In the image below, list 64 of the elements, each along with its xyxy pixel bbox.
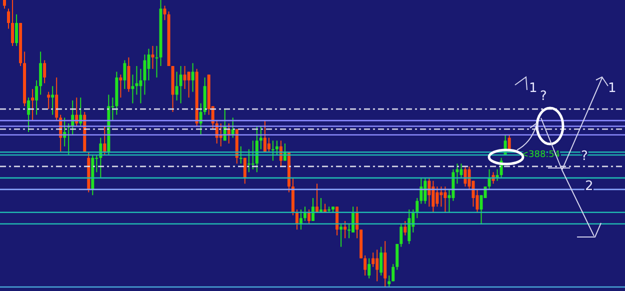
candlestick	[340, 223, 343, 248]
candlestick	[27, 97, 30, 133]
candlestick	[35, 80, 38, 116]
candlestick	[368, 258, 371, 279]
candlestick	[43, 60, 46, 84]
candlestick	[15, 14, 18, 46]
candlestick	[103, 126, 106, 156]
candlestick	[352, 206, 355, 233]
candlestick	[364, 254, 367, 276]
candlestick	[143, 54, 146, 96]
candlestick	[239, 146, 242, 164]
candlestick	[183, 66, 186, 90]
candlestick	[416, 198, 419, 219]
candlestick	[127, 56, 130, 92]
candlestick	[432, 180, 435, 213]
candlestick	[135, 66, 138, 96]
candlestick	[408, 209, 411, 244]
text: ?	[540, 89, 547, 104]
candlestick	[488, 168, 491, 190]
text: 1	[529, 81, 538, 96]
candlestick	[464, 166, 467, 188]
candlestick	[139, 68, 142, 104]
candlestick	[147, 48, 150, 81]
candlestick	[400, 223, 403, 248]
candlestick	[444, 186, 447, 213]
candlestick	[344, 220, 347, 239]
candlestick	[428, 177, 431, 208]
candlestick	[311, 198, 314, 222]
candlestick	[424, 177, 427, 204]
candlestick	[55, 76, 58, 122]
candlestick	[247, 148, 250, 173]
candlestick	[436, 186, 439, 208]
candlestick	[420, 177, 423, 204]
candlestick	[31, 88, 34, 122]
text: 1	[608, 81, 616, 96]
candlestick	[11, 0, 14, 46]
candlestick	[372, 252, 375, 268]
candlestick	[155, 45, 158, 78]
candlestick	[151, 45, 154, 70]
candlestick	[131, 74, 134, 104]
candlestick	[47, 91, 50, 110]
candlestick	[460, 163, 463, 178]
candlestick	[163, 5, 166, 21]
candlestick	[307, 209, 310, 224]
candlestick	[392, 264, 395, 282]
candlestick	[123, 60, 126, 90]
candlestick	[175, 71, 178, 101]
candlestick	[243, 157, 246, 184]
candlestick	[396, 243, 399, 270]
candlestick	[119, 74, 122, 98]
candlestick	[187, 71, 190, 98]
candlestick	[199, 102, 202, 136]
candlestick	[7, 8, 10, 30]
candlestick	[404, 220, 407, 236]
candlestick	[251, 140, 254, 170]
candlestick	[380, 246, 383, 276]
candlestick	[376, 249, 379, 282]
candlestick	[39, 51, 42, 96]
candlestick	[179, 66, 182, 104]
candlestick	[191, 62, 194, 92]
candlestick	[51, 86, 54, 116]
candlestick	[267, 137, 270, 153]
candlestick	[263, 120, 266, 153]
candlestick	[271, 140, 274, 162]
